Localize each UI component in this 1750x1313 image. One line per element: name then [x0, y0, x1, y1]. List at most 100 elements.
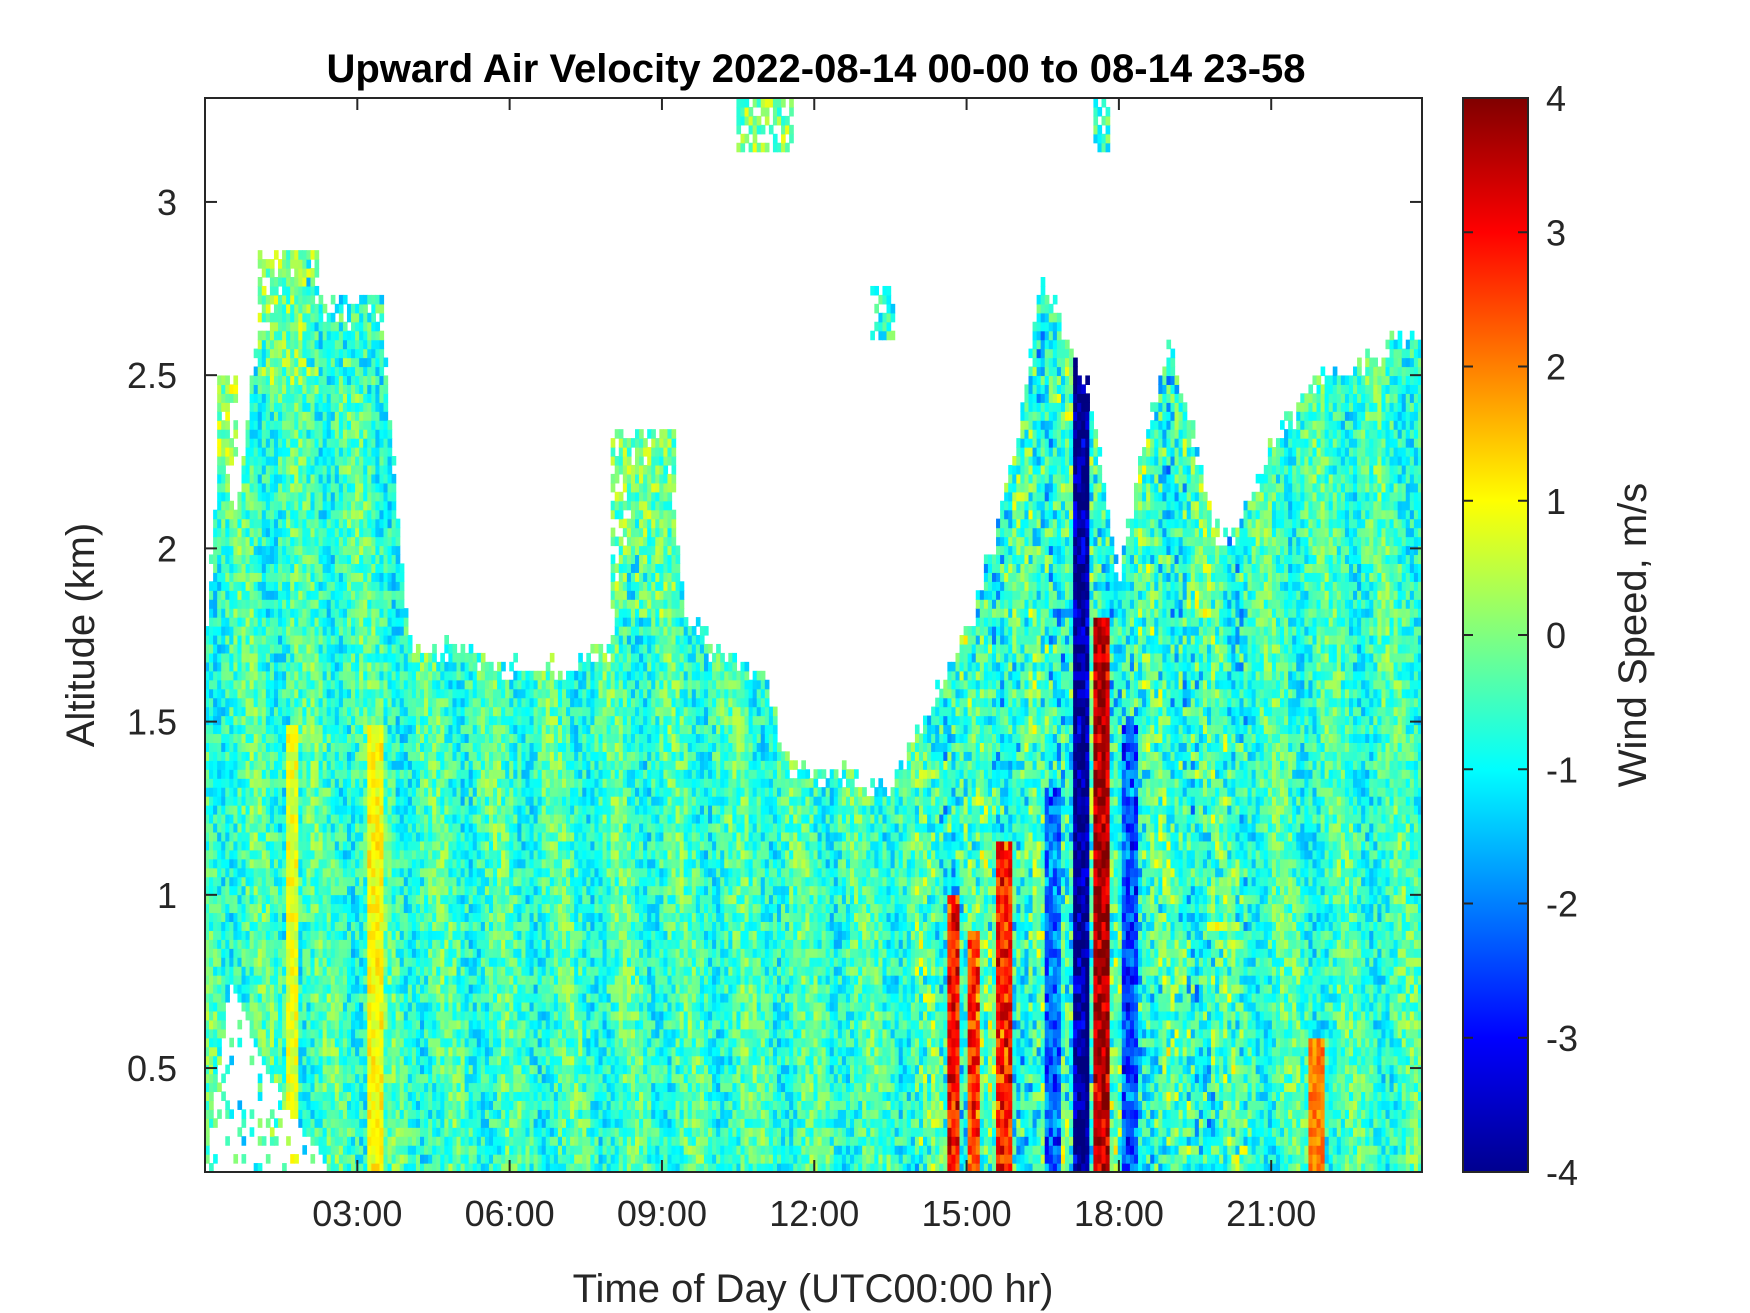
- heatmap-cell: [286, 599, 291, 609]
- heatmap-cell: [237, 492, 242, 502]
- heatmap-cell: [335, 850, 340, 860]
- heatmap-cell: [290, 662, 295, 672]
- heatmap-cell: [327, 599, 332, 609]
- heatmap-cell: [298, 563, 303, 573]
- heatmap-cell: [335, 1109, 340, 1119]
- heatmap-cell: [319, 912, 324, 922]
- heatmap-cell: [392, 778, 397, 788]
- heatmap-cell: [290, 769, 295, 779]
- heatmap-cell: [274, 277, 279, 287]
- heatmap-cell: [229, 698, 234, 708]
- heatmap-cell: [233, 859, 238, 869]
- heatmap-cell: [448, 957, 453, 967]
- heatmap-cell: [388, 796, 393, 806]
- heatmap-cell: [367, 993, 372, 1003]
- heatmap-cell: [315, 626, 320, 636]
- heatmap-cell: [359, 859, 364, 869]
- heatmap-cell: [250, 966, 255, 976]
- heatmap-cell: [298, 742, 303, 752]
- heatmap-cell: [262, 984, 267, 994]
- heatmap-cell: [290, 644, 295, 654]
- heatmap-cell: [298, 886, 303, 896]
- heatmap-cell: [278, 760, 283, 770]
- heatmap-cell: [298, 644, 303, 654]
- heatmap-cell: [246, 930, 251, 940]
- heatmap-cell: [400, 948, 405, 958]
- heatmap-cell: [347, 1100, 352, 1110]
- heatmap-cell: [302, 751, 307, 761]
- heatmap-cell: [388, 1029, 393, 1039]
- heatmap-cell: [404, 644, 409, 654]
- heatmap-cell: [371, 438, 376, 448]
- heatmap-cell: [404, 814, 409, 824]
- heatmap-cell: [371, 331, 376, 341]
- heatmap-cell: [436, 1127, 441, 1137]
- heatmap-cell: [315, 725, 320, 735]
- heatmap-cell: [420, 814, 425, 824]
- heatmap-cell: [306, 733, 311, 743]
- heatmap-cell: [371, 1145, 376, 1155]
- heatmap-cell: [315, 912, 320, 922]
- heatmap-cell: [323, 1038, 328, 1048]
- heatmap-cell: [315, 1074, 320, 1084]
- heatmap-cell: [432, 859, 437, 869]
- heatmap-cell: [379, 1136, 384, 1146]
- heatmap-cell: [315, 662, 320, 672]
- heatmap-cell: [278, 707, 283, 717]
- heatmap-cell: [323, 626, 328, 636]
- heatmap-cell: [319, 1011, 324, 1021]
- heatmap-cell: [412, 805, 417, 815]
- heatmap-cell: [266, 519, 271, 529]
- heatmap-cell: [306, 769, 311, 779]
- heatmap-cell: [258, 644, 263, 654]
- heatmap-cell: [217, 841, 222, 851]
- heatmap-cell: [323, 778, 328, 788]
- heatmap-cell: [302, 295, 307, 305]
- heatmap-cell: [282, 608, 287, 618]
- heatmap-cell: [319, 814, 324, 824]
- heatmap-cell: [359, 501, 364, 511]
- heatmap-cell: [306, 796, 311, 806]
- heatmap-cell: [242, 590, 247, 600]
- heatmap-cell: [319, 662, 324, 672]
- heatmap-cell: [278, 895, 283, 905]
- heatmap-cell: [286, 904, 291, 914]
- heatmap-cell: [298, 331, 303, 341]
- heatmap-cell: [351, 751, 356, 761]
- heatmap-cell: [294, 384, 299, 394]
- heatmap-cell: [355, 375, 360, 385]
- heatmap-cell: [432, 1154, 437, 1164]
- heatmap-cell: [400, 1127, 405, 1137]
- heatmap-cell: [424, 966, 429, 976]
- heatmap-cell: [323, 1145, 328, 1155]
- heatmap-cell: [246, 921, 251, 931]
- heatmap-cell: [319, 349, 324, 359]
- heatmap-cell: [302, 384, 307, 394]
- heatmap-cell: [452, 993, 457, 1003]
- heatmap-cell: [250, 778, 255, 788]
- heatmap-cell: [375, 384, 380, 394]
- heatmap-cell: [266, 474, 271, 484]
- heatmap-cell: [396, 1083, 401, 1093]
- heatmap-cell: [327, 886, 332, 896]
- heatmap-cell: [331, 384, 336, 394]
- heatmap-cell: [424, 814, 429, 824]
- heatmap-cell: [286, 1100, 291, 1110]
- heatmap-cell: [278, 367, 283, 377]
- heatmap-cell: [266, 841, 271, 851]
- heatmap-cell: [242, 787, 247, 797]
- heatmap-cell: [396, 886, 401, 896]
- heatmap-cell: [383, 1083, 388, 1093]
- heatmap-cell: [428, 904, 433, 914]
- heatmap-cell: [315, 492, 320, 502]
- heatmap-cell: [237, 895, 242, 905]
- heatmap-cell: [306, 698, 311, 708]
- heatmap-cell: [270, 662, 275, 672]
- heatmap-cell: [351, 608, 356, 618]
- heatmap-cell: [331, 814, 336, 824]
- heatmap-cell: [278, 868, 283, 878]
- heatmap-cell: [408, 796, 413, 806]
- heatmap-cell: [258, 662, 263, 672]
- heatmap-cell: [229, 393, 234, 403]
- heatmap-cell: [367, 760, 372, 770]
